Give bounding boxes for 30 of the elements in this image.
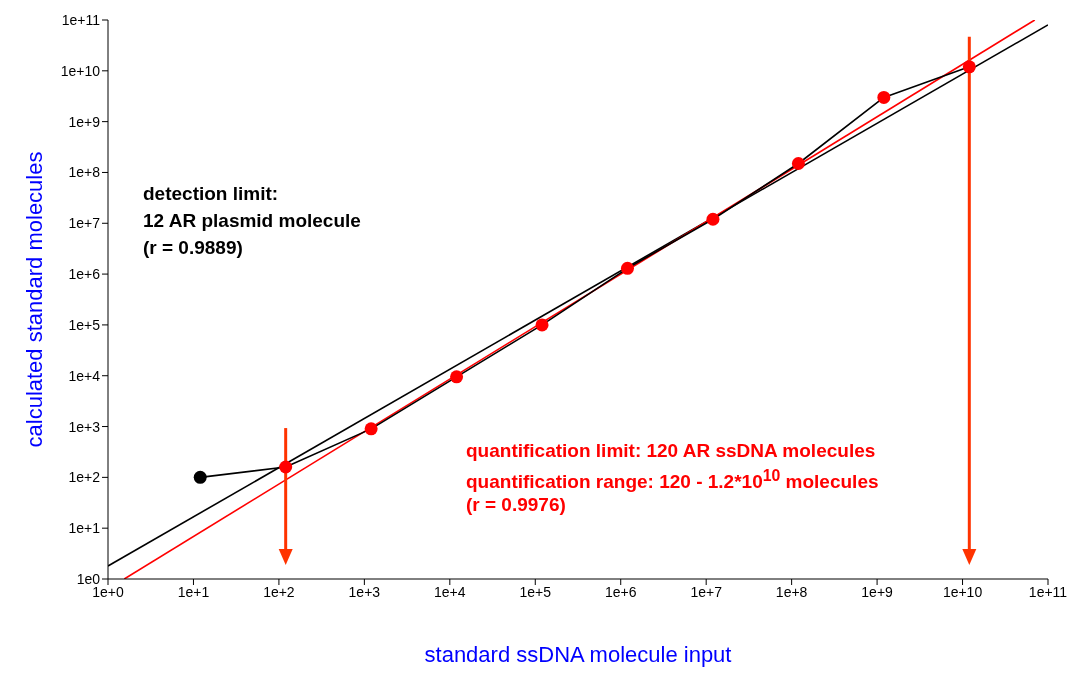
y-tick-label: 1e+1 — [68, 520, 101, 537]
annotation: (r = 0.9976) — [466, 494, 566, 516]
y-tick-label: 1e+4 — [68, 367, 101, 384]
x-tick-label: 1e+5 — [519, 583, 552, 600]
y-tick-label: 1e+7 — [68, 215, 101, 232]
x-tick-label: 1e+2 — [263, 583, 295, 600]
x-tick-label: 1e+8 — [775, 583, 808, 600]
x-tick-label: 1e+3 — [348, 583, 381, 600]
y-tick-label: 1e+9 — [68, 113, 101, 130]
annotation: detection limit: — [143, 183, 279, 205]
x-tick-label: 1e+10 — [942, 583, 983, 600]
y-tick-label: 1e+5 — [68, 316, 101, 333]
x-tick-label: 1e+1 — [177, 583, 210, 600]
y-axis-title: calculated standard molecules — [21, 151, 47, 448]
annotation: 12 AR plasmid molecule — [143, 210, 361, 232]
x-tick-label: 1e+6 — [604, 583, 637, 600]
x-tick-label: 1e+11 — [1028, 583, 1068, 600]
x-tick-label: 1e+4 — [434, 583, 466, 600]
annotation: quantification range: 120 - 1.2*10$^{10}$ molecules — [466, 467, 879, 494]
y-tick-label: 1e+11 — [61, 11, 101, 28]
annotation: quantification limit: 120 AR ssDNA molecules — [466, 440, 876, 462]
y-tick-label: 1e+2 — [68, 469, 101, 486]
annotation: (r = 0.9889) — [143, 237, 243, 259]
x-tick-label: 1e+7 — [690, 583, 723, 600]
y-tick-label: 1e+10 — [60, 62, 101, 79]
y-tick-label: 1e+3 — [68, 418, 101, 435]
y-tick-label: 1e+8 — [68, 164, 101, 181]
x-axis-title: standard ssDNA molecule input — [424, 642, 732, 667]
x-tick-label: 1e+9 — [861, 583, 894, 600]
y-tick-label: 1e+6 — [68, 266, 101, 283]
